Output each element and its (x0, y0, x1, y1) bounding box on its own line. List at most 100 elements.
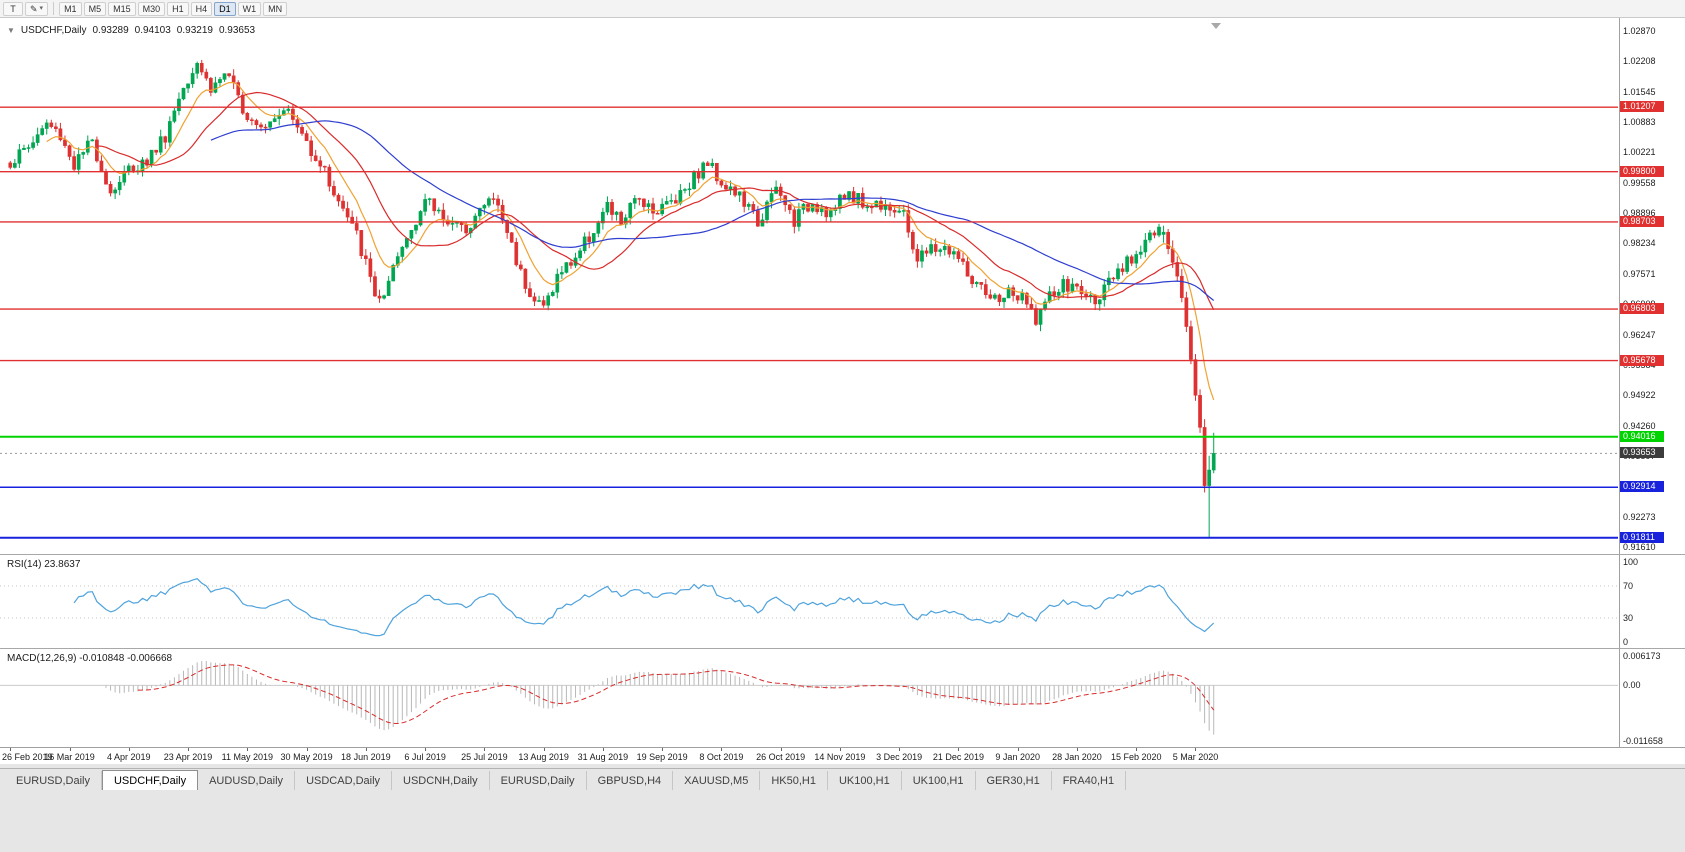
date-label: 13 Aug 2019 (518, 752, 569, 762)
rsi-scale-label: 0 (1623, 637, 1629, 647)
date-tick (188, 748, 190, 751)
date-label: 8 Oct 2019 (699, 752, 744, 762)
date-tick (1195, 748, 1197, 751)
date-label: 5 Mar 2020 (1172, 752, 1219, 762)
macd-signal-line (137, 664, 1215, 725)
date-label: 28 Jan 2020 (1052, 752, 1102, 762)
timeframe-button[interactable]: W1 (237, 1, 262, 16)
date-label: 31 Aug 2019 (577, 752, 629, 762)
date-tick (1136, 748, 1138, 751)
date-tick (543, 748, 545, 751)
timeframe-button[interactable]: H1 (167, 1, 189, 16)
price-scale-label: 0.91610 (1623, 542, 1656, 552)
date-label: 21 Dec 2019 (932, 752, 984, 762)
timeframe-button[interactable]: D1 (214, 1, 236, 16)
price-scale-label: 1.02870 (1623, 26, 1656, 36)
date-label: 11 May 2019 (221, 752, 273, 762)
draw-tool-button[interactable]: ✎ ▾ (25, 1, 49, 16)
panel-separator[interactable] (0, 554, 1685, 555)
price-scale[interactable]: 1.02870 1.02208 1.01545 1.00883 1.00221 0.995… (1620, 18, 1685, 747)
chart-tab[interactable]: GER30,H1 (976, 771, 1052, 790)
chart-tab[interactable]: UK100,H1 (902, 771, 976, 790)
current-price-badge: 0.93653 (1620, 447, 1664, 459)
macd-indicator-label: MACD(12,26,9) -0.010848 -0.006668 (7, 653, 173, 664)
rsi-scale-label: 70 (1623, 581, 1634, 591)
date-label: 18 Jun 2019 (341, 752, 391, 762)
date-tick (128, 748, 130, 751)
ohlc-low: 0.93219 (176, 25, 213, 36)
date-tick (780, 748, 782, 751)
timeframe-button[interactable]: M15 (108, 1, 136, 16)
date-tick (721, 748, 723, 751)
chart-tab[interactable]: USDCAD,Daily (295, 771, 393, 790)
chart-tab[interactable]: AUDUSD,Daily (198, 771, 296, 790)
candles (8, 59, 1216, 538)
price-line-badge: 0.96803 (1620, 303, 1664, 315)
chart-tab[interactable]: EURUSD,Daily (490, 771, 587, 790)
chart-tab[interactable]: GBPUSD,H4 (587, 771, 674, 790)
price-line-badge: 0.98703 (1620, 215, 1664, 227)
price-scale-border (1619, 18, 1620, 747)
macd-histogram (100, 660, 1215, 735)
chart-tab[interactable]: HK50,H1 (760, 771, 828, 790)
price-scale-label: 0.96247 (1623, 329, 1656, 340)
macd-panel[interactable] (0, 650, 1619, 747)
date-label: 25 Jul 2019 (461, 752, 508, 762)
date-tick (839, 748, 841, 751)
date-label: 30 May 2019 (280, 752, 333, 762)
date-tick (10, 748, 12, 751)
rsi-scale-label: 30 (1623, 613, 1634, 623)
ma-line-ma-fast (46, 81, 1215, 401)
chart-tab[interactable]: UK100,H1 (828, 771, 902, 790)
price-line-badge: 0.99800 (1620, 165, 1664, 177)
price-scale-label: 1.01545 (1623, 86, 1656, 97)
price-line-badge: 0.95678 (1620, 354, 1664, 366)
macd-scale-label: -0.011658 (1623, 736, 1663, 746)
date-label: 6 Jul 2019 (404, 752, 446, 762)
rsi-line (73, 578, 1215, 637)
chart-shift-marker[interactable] (1211, 23, 1221, 29)
price-line-badge: 1.01207 (1620, 101, 1664, 113)
rsi-panel[interactable] (0, 556, 1619, 648)
candlestick-chart[interactable] (0, 22, 1619, 554)
date-label: 9 Jan 2020 (995, 752, 1040, 762)
chart-tab[interactable]: EURUSD,Daily (5, 771, 102, 790)
date-tick (69, 748, 71, 751)
toolbar-separator (53, 2, 55, 15)
time-axis[interactable]: 26 Feb 2019 16 Mar 2019 4 Apr 2019 23 Apr 2… (0, 747, 1685, 764)
chart-tab[interactable]: USDCNH,Daily (392, 771, 490, 790)
rsi-scale-label: 100 (1623, 557, 1639, 567)
date-label: 3 Dec 2019 (876, 752, 923, 762)
timeframe-button[interactable]: MN (263, 1, 288, 16)
chart-tab-bar: EURUSD,Daily USDCHF,Daily AUDUSD,Daily U… (0, 768, 1685, 790)
chart-tab[interactable]: FRA40,H1 (1052, 771, 1127, 790)
top-toolbar: T ✎ ▾ M1 M5 M15 M30 H1 H4 D1 W1 MN (0, 0, 1685, 18)
timeframe-button[interactable]: M1 (59, 1, 82, 16)
date-tick (425, 748, 427, 751)
one-click-trading-toggle[interactable]: ▼ (7, 26, 15, 35)
chart-tab[interactable]: USDCHF,Daily (101, 770, 199, 790)
price-scale-label: 0.94260 (1623, 420, 1656, 431)
price-scale-label: 0.92273 (1623, 511, 1656, 522)
price-line-badge: 0.92914 (1620, 481, 1664, 493)
date-label: 19 Sep 2019 (636, 752, 688, 762)
price-line-badge: 0.91811 (1620, 531, 1664, 543)
date-label: 4 Apr 2019 (107, 752, 151, 762)
chart-tab[interactable]: XAUUSD,M5 (673, 771, 761, 790)
date-tick (247, 748, 249, 751)
ma-line-ma-medium (96, 91, 1215, 311)
date-tick (899, 748, 901, 751)
date-tick (602, 748, 604, 751)
date-label: 26 Oct 2019 (756, 752, 806, 762)
date-label: 26 Feb 2019 (2, 752, 53, 762)
ma-line-ma-slow (210, 120, 1215, 301)
text-tool-button[interactable]: T (3, 1, 23, 16)
date-label: 14 Nov 2019 (814, 752, 866, 762)
timeframe-button[interactable]: H4 (190, 1, 213, 16)
timeframe-button[interactable]: M5 (83, 1, 107, 16)
date-tick (662, 748, 664, 751)
chart-window: ▼ USDCHF,Daily 0.93289 0.94103 0.93219 0… (0, 18, 1685, 764)
timeframe-button[interactable]: M30 (137, 1, 166, 16)
panel-separator[interactable] (0, 648, 1685, 649)
price-scale-label: 0.94922 (1623, 390, 1656, 401)
